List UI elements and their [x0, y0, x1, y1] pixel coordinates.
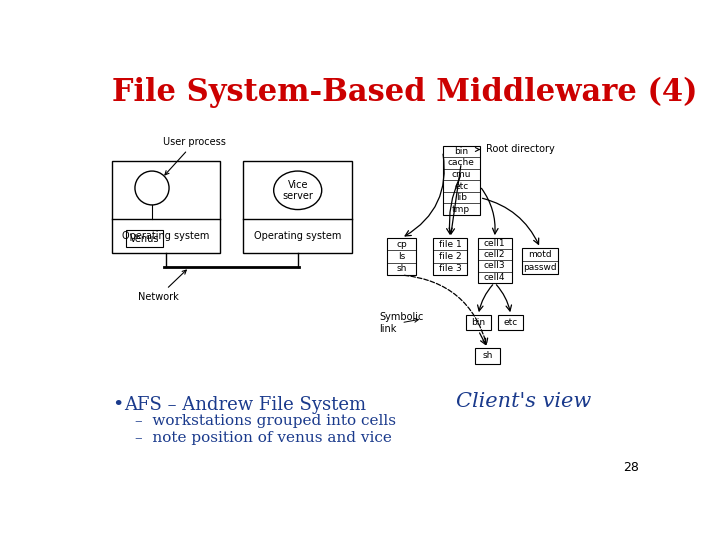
Ellipse shape: [274, 171, 322, 210]
Text: cmu: cmu: [451, 170, 471, 179]
Text: bin: bin: [471, 318, 485, 327]
FancyBboxPatch shape: [477, 238, 512, 283]
FancyBboxPatch shape: [466, 315, 490, 330]
FancyBboxPatch shape: [443, 146, 480, 215]
FancyBboxPatch shape: [433, 238, 467, 275]
FancyBboxPatch shape: [126, 231, 163, 247]
Text: Client's view: Client's view: [456, 392, 592, 411]
Text: •: •: [112, 396, 123, 414]
Text: motd: motd: [528, 250, 552, 259]
Text: cell4: cell4: [484, 273, 505, 282]
Text: Vice
server: Vice server: [282, 179, 313, 201]
Text: cp: cp: [396, 240, 407, 249]
Circle shape: [135, 171, 169, 205]
Text: –  note position of venus and vice: – note position of venus and vice: [135, 431, 392, 446]
Text: Network: Network: [138, 270, 186, 302]
Text: File System-Based Middleware (4): File System-Based Middleware (4): [112, 76, 697, 107]
Text: passwd: passwd: [523, 263, 557, 272]
FancyBboxPatch shape: [475, 348, 500, 363]
Text: sh: sh: [397, 265, 407, 273]
FancyBboxPatch shape: [243, 161, 352, 253]
Text: ls: ls: [398, 252, 405, 261]
Text: –  workstations grouped into cells: – workstations grouped into cells: [135, 414, 396, 428]
Text: tmp: tmp: [452, 205, 470, 214]
Text: cache: cache: [448, 158, 474, 167]
Text: Venus: Venus: [130, 234, 159, 244]
Text: User process: User process: [163, 137, 226, 175]
Text: file 2: file 2: [439, 252, 462, 261]
Text: cell1: cell1: [484, 239, 505, 248]
Text: etc: etc: [454, 181, 468, 191]
FancyBboxPatch shape: [112, 161, 220, 253]
Text: Operating system: Operating system: [254, 231, 341, 241]
FancyBboxPatch shape: [498, 315, 523, 330]
Text: sh: sh: [482, 352, 492, 360]
Text: Operating system: Operating system: [122, 231, 210, 241]
Text: AFS – Andrew File System: AFS – Andrew File System: [124, 396, 366, 414]
Text: cell2: cell2: [484, 251, 505, 259]
Text: file 1: file 1: [439, 240, 462, 249]
Text: etc: etc: [504, 318, 518, 327]
Text: file 3: file 3: [439, 265, 462, 273]
Text: bin: bin: [454, 147, 468, 156]
Text: Root directory: Root directory: [475, 145, 555, 154]
Text: Symbolic
link: Symbolic link: [379, 312, 423, 334]
Text: lib: lib: [456, 193, 467, 202]
FancyBboxPatch shape: [387, 238, 416, 275]
Text: cell3: cell3: [484, 261, 505, 271]
Text: 28: 28: [623, 462, 639, 475]
FancyBboxPatch shape: [523, 248, 558, 274]
